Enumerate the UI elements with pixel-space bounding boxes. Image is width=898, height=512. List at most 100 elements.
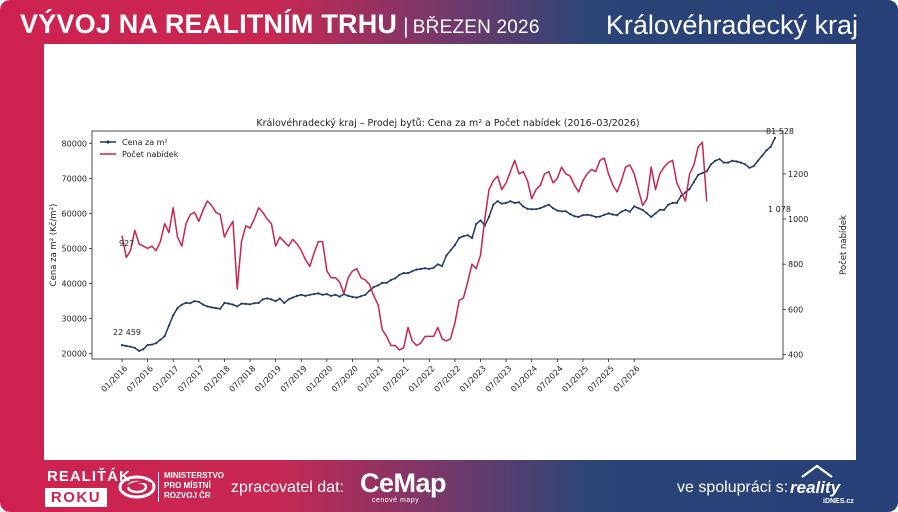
price-point: [138, 349, 141, 352]
header-separator: |: [403, 15, 409, 38]
price-point: [394, 277, 397, 280]
price-point: [539, 207, 542, 210]
price-point: [334, 293, 337, 296]
price-point: [295, 294, 299, 297]
price-point: [325, 293, 328, 296]
left-tick-label: 30000: [62, 315, 87, 324]
price-point: [705, 170, 708, 173]
price-series-line: [121, 137, 776, 352]
price-point: [658, 208, 661, 211]
price-point: [120, 344, 124, 347]
price-point: [645, 212, 649, 215]
price-point: [765, 149, 768, 152]
price-point: [722, 161, 725, 164]
price-point: [581, 214, 585, 217]
reality-idnes-subtitle: iDNES.cz: [823, 498, 854, 505]
price-point: [402, 272, 405, 275]
price-point: [462, 235, 465, 238]
price-point: [475, 222, 478, 226]
legend: Cena za m² Počet nabídek: [100, 138, 179, 159]
price-point: [607, 212, 610, 215]
listings-series-line: [121, 141, 708, 351]
price-point: [714, 159, 717, 162]
price-point: [569, 213, 572, 216]
ministry-divider: [158, 472, 159, 502]
price-point: [505, 201, 508, 204]
price-point: [385, 281, 388, 284]
price-point: [257, 301, 260, 304]
x-tick-label: 01/2026: [612, 364, 642, 394]
price-point: [381, 281, 384, 284]
price-point: [744, 163, 747, 166]
price-point: [573, 215, 576, 218]
x-tick-label: 01/2020: [304, 364, 334, 394]
price-point: [364, 293, 367, 296]
price-point: [155, 342, 158, 345]
price-point: [445, 254, 448, 257]
price-point: [253, 302, 256, 305]
x-tick-label: 01/2018: [202, 364, 232, 394]
reality-idnes-logo: reality: [790, 478, 841, 497]
x-tick-label: 01/2022: [407, 364, 437, 394]
price-point: [240, 302, 243, 305]
price-point: [449, 249, 452, 252]
price-point: [564, 210, 568, 213]
price-point: [176, 307, 179, 310]
price-point: [347, 294, 350, 297]
price-point: [586, 213, 589, 216]
price-point: [415, 268, 418, 271]
x-tick-label: 07/2021: [381, 364, 411, 394]
price-point: [692, 180, 696, 183]
price-point: [167, 324, 170, 327]
annotation-price-end: 81 528: [766, 127, 794, 136]
price-point: [313, 293, 316, 296]
header-title-text: VÝVOJ NA REALITNÍM TRHU: [20, 9, 398, 39]
price-point: [432, 266, 435, 269]
price-point: [355, 296, 358, 299]
price-point: [142, 348, 145, 351]
annotation-listings-start: 927: [119, 239, 134, 248]
header-title: VÝVOJ NA REALITNÍM TRHU | BŘEZEN 2026: [20, 9, 540, 40]
price-point: [701, 172, 704, 175]
price-point: [662, 208, 666, 211]
x-tick-label: 01/2023: [458, 364, 488, 394]
price-point: [163, 335, 166, 338]
x-tick-label: 01/2017: [151, 364, 181, 394]
price-point: [283, 301, 286, 304]
left-tick-label: 40000: [62, 280, 87, 289]
cooperation-label: ve spolupráci s:: [677, 479, 789, 496]
y-axis-label-right: Počet nabídek: [838, 215, 849, 275]
price-point: [377, 284, 380, 287]
price-point: [125, 344, 128, 348]
price-point: [210, 306, 213, 309]
x-tick-label: 07/2022: [432, 364, 462, 394]
price-point: [641, 208, 644, 211]
legend-label-price: Cena za m²: [122, 138, 168, 147]
price-point: [193, 300, 196, 303]
price-point: [530, 208, 533, 211]
price-point: [552, 207, 555, 210]
price-point: [709, 163, 713, 166]
price-point: [419, 267, 422, 270]
price-point: [727, 161, 730, 164]
annotation-listings-end: 1 078: [768, 205, 791, 214]
x-tick-label: 01/2025: [560, 364, 590, 394]
left-tick-label: 50000: [62, 245, 87, 254]
price-point: [330, 294, 333, 297]
legend-marker-price: [106, 140, 110, 144]
house-roof-icon: [801, 464, 833, 478]
price-point: [317, 292, 320, 295]
price-point: [359, 295, 363, 298]
chart-svg: Královéhradecký kraj – Prodej bytů: Cena…: [48, 118, 849, 394]
chart-card: Královéhradecký kraj – Prodej bytů: Cena…: [44, 44, 856, 460]
x-tick-label: 01/2016: [100, 364, 130, 394]
cemap-subtitle: cenové mapy: [372, 497, 420, 504]
price-point: [150, 343, 153, 346]
price-point: [351, 295, 354, 298]
price-point: [731, 159, 734, 162]
price-point: [654, 212, 657, 215]
price-point: [522, 205, 525, 208]
price-point: [133, 346, 136, 349]
price-point: [428, 267, 431, 270]
price-point: [436, 263, 439, 266]
